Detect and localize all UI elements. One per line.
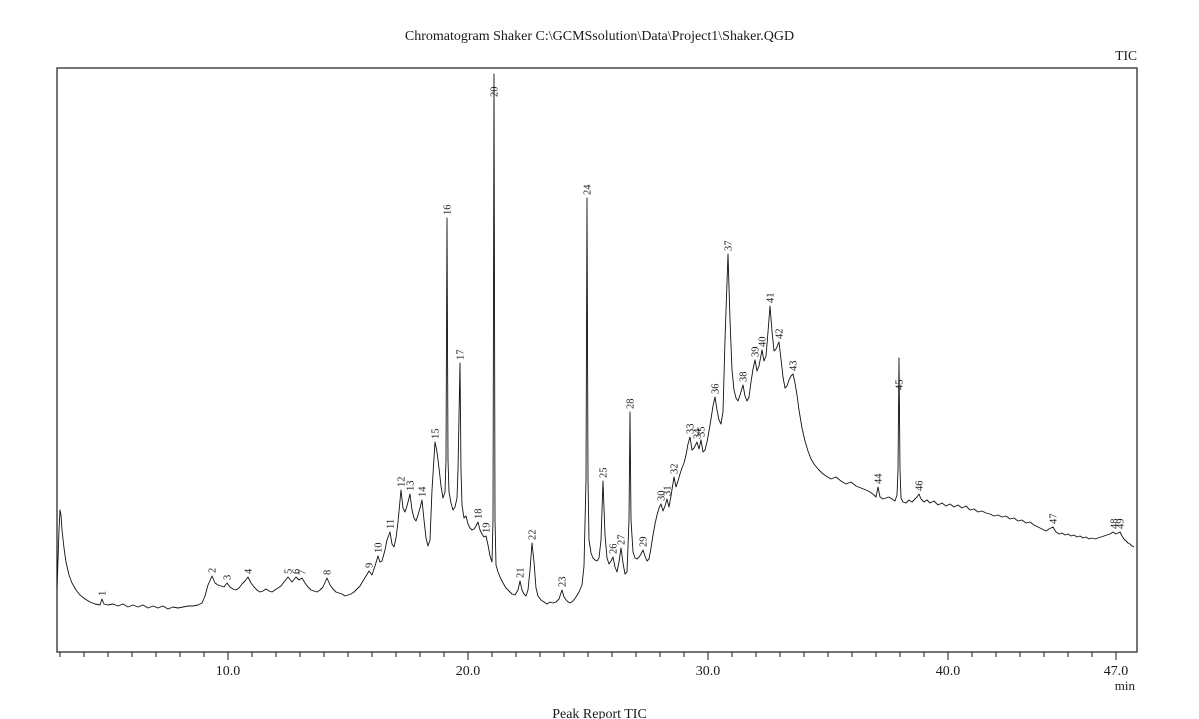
- peak-report-footer-partial: Peak Report TIC: [552, 707, 647, 719]
- peak-label: 26: [609, 544, 620, 555]
- x-axis-unit-label: min: [1114, 678, 1135, 693]
- peak-label: 30: [657, 491, 668, 502]
- peak-label: 34: [693, 428, 704, 439]
- peak-label: 10: [374, 543, 385, 554]
- peak-label: 14: [418, 486, 429, 497]
- peak-label: 31: [663, 486, 674, 497]
- peak-label: 8: [323, 570, 334, 575]
- x-tick-label: 30.0: [696, 664, 721, 679]
- tic-trace: [56, 73, 1135, 610]
- peak-label: 7: [298, 570, 309, 575]
- peak-label: 5: [284, 569, 295, 574]
- peak-label: 45: [895, 380, 906, 391]
- peak-label: 36: [711, 384, 722, 395]
- peak-label: 22: [528, 530, 539, 541]
- peak-label: 38: [739, 372, 750, 383]
- peak-label: 43: [789, 361, 800, 372]
- peak-label: 18: [474, 509, 485, 520]
- peak-label: 37: [724, 241, 735, 252]
- peak-label: 16: [443, 205, 454, 216]
- peak-label: 48: [1110, 519, 1121, 530]
- peak-label: 20: [490, 87, 501, 98]
- peak-label: 13: [406, 481, 417, 492]
- x-tick-label: 47.0: [1104, 664, 1129, 679]
- peak-label: 32: [670, 464, 681, 475]
- peak-label: 27: [617, 535, 628, 546]
- peak-label: 40: [758, 337, 769, 348]
- x-tick-label: 10.0: [216, 664, 241, 679]
- plot-area[interactable]: [56, 67, 1138, 653]
- peak-label: 15: [431, 429, 442, 440]
- peak-label: 44: [874, 473, 885, 484]
- peak-label: 42: [775, 329, 786, 340]
- x-tick-label: 40.0: [936, 664, 961, 679]
- peak-label: 9: [365, 563, 376, 568]
- peak-label: 29: [639, 537, 650, 548]
- peak-label: 21: [516, 568, 527, 579]
- tic-signal-label: TIC: [1115, 48, 1137, 63]
- peak-label: 25: [599, 468, 610, 479]
- peak-label: 39: [751, 347, 762, 358]
- peak-label: 24: [583, 184, 594, 195]
- peak-label: 49: [1116, 519, 1127, 530]
- peak-label: 19: [482, 523, 493, 534]
- peak-label: 17: [456, 350, 467, 361]
- peak-label: 33: [686, 424, 697, 435]
- peak-label: 6: [292, 569, 303, 574]
- peak-label: 35: [697, 427, 708, 438]
- peak-label: 3: [223, 575, 234, 580]
- peak-label: 23: [558, 577, 569, 588]
- chromatogram-title: Chromatogram Shaker C:\GCMSsolution\Data…: [404, 29, 795, 44]
- peak-label: 41: [766, 293, 777, 304]
- x-tick-label: 20.0: [456, 664, 481, 679]
- peak-label: 12: [397, 477, 408, 488]
- peak-label: 4: [244, 568, 255, 574]
- peak-label: 1: [98, 591, 109, 596]
- peak-label: 11: [386, 519, 397, 529]
- peak-label: 2: [208, 568, 219, 573]
- peak-label: 47: [1049, 514, 1060, 525]
- peak-label: 46: [915, 481, 926, 492]
- peak-label: 28: [626, 399, 637, 410]
